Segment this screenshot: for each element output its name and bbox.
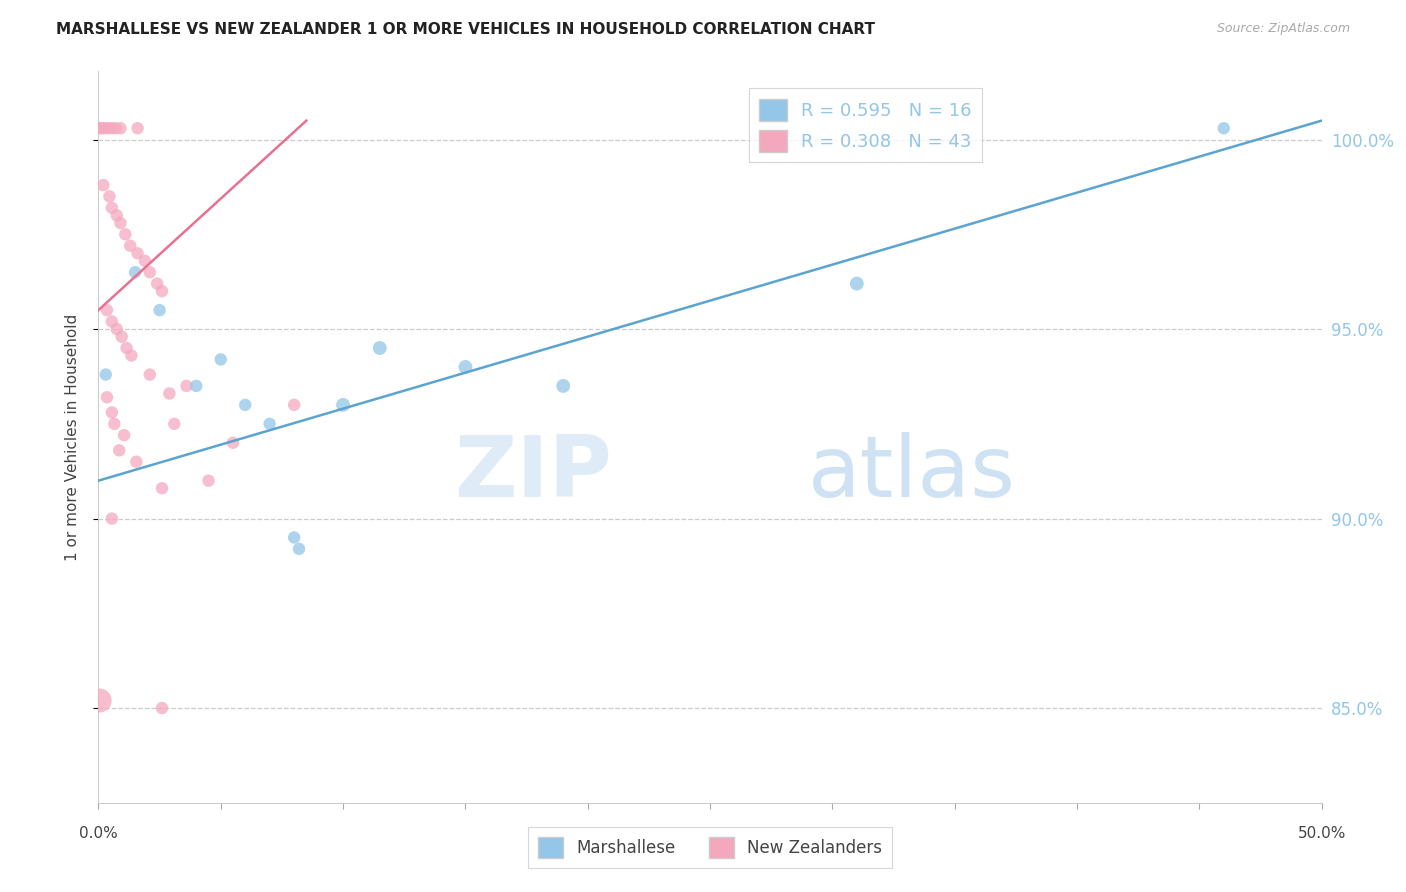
Point — [186, 379, 208, 393]
Point — [91, 121, 114, 136]
Point — [288, 541, 311, 556]
Point — [454, 359, 477, 374]
Point — [125, 455, 148, 469]
Point — [1212, 121, 1234, 136]
Point — [89, 121, 111, 136]
Point — [124, 265, 146, 279]
Point — [114, 227, 136, 242]
Point — [127, 246, 149, 260]
Point — [553, 379, 575, 393]
Point — [104, 121, 127, 136]
Text: MARSHALLESE VS NEW ZEALANDER 1 OR MORE VEHICLES IN HOUSEHOLD CORRELATION CHART: MARSHALLESE VS NEW ZEALANDER 1 OR MORE V… — [56, 22, 876, 37]
Point — [98, 189, 121, 203]
Point — [101, 201, 124, 215]
Point — [101, 511, 124, 525]
Point — [97, 121, 120, 136]
Point — [105, 208, 128, 222]
Point — [101, 405, 124, 419]
Point — [163, 417, 186, 431]
Point — [259, 417, 281, 431]
Point — [157, 386, 180, 401]
Text: 50.0%: 50.0% — [1298, 825, 1346, 840]
Point — [91, 178, 114, 192]
Text: ZIP: ZIP — [454, 432, 612, 516]
Point — [283, 531, 305, 545]
Point — [110, 121, 132, 136]
Point — [111, 890, 134, 892]
Point — [108, 443, 131, 458]
Point — [110, 216, 132, 230]
Text: atlas: atlas — [808, 432, 1017, 516]
Point — [101, 121, 124, 136]
Point — [105, 322, 128, 336]
Point — [150, 481, 173, 495]
Point — [222, 435, 245, 450]
Point — [89, 693, 111, 707]
Point — [94, 368, 117, 382]
Point — [127, 121, 149, 136]
Point — [134, 253, 156, 268]
Legend: Marshallese, New Zealanders: Marshallese, New Zealanders — [527, 827, 893, 868]
Point — [120, 238, 142, 252]
Point — [96, 390, 118, 404]
Point — [332, 398, 354, 412]
Point — [139, 368, 162, 382]
Point — [233, 398, 256, 412]
Point — [93, 121, 115, 136]
Point — [368, 341, 391, 355]
Point — [283, 398, 305, 412]
Point — [149, 303, 172, 318]
Point — [103, 417, 125, 431]
Point — [112, 428, 135, 442]
Point — [139, 265, 162, 279]
Point — [111, 329, 134, 343]
Point — [197, 474, 219, 488]
Point — [101, 314, 124, 328]
Point — [150, 284, 173, 298]
Point — [115, 341, 138, 355]
Y-axis label: 1 or more Vehicles in Household: 1 or more Vehicles in Household — [65, 313, 80, 561]
Text: 0.0%: 0.0% — [79, 825, 118, 840]
Point — [176, 379, 198, 393]
Point — [845, 277, 868, 291]
Point — [150, 701, 173, 715]
Text: Source: ZipAtlas.com: Source: ZipAtlas.com — [1216, 22, 1350, 36]
Point — [146, 277, 169, 291]
Point — [120, 349, 142, 363]
Point — [209, 352, 232, 367]
Point — [96, 303, 118, 318]
